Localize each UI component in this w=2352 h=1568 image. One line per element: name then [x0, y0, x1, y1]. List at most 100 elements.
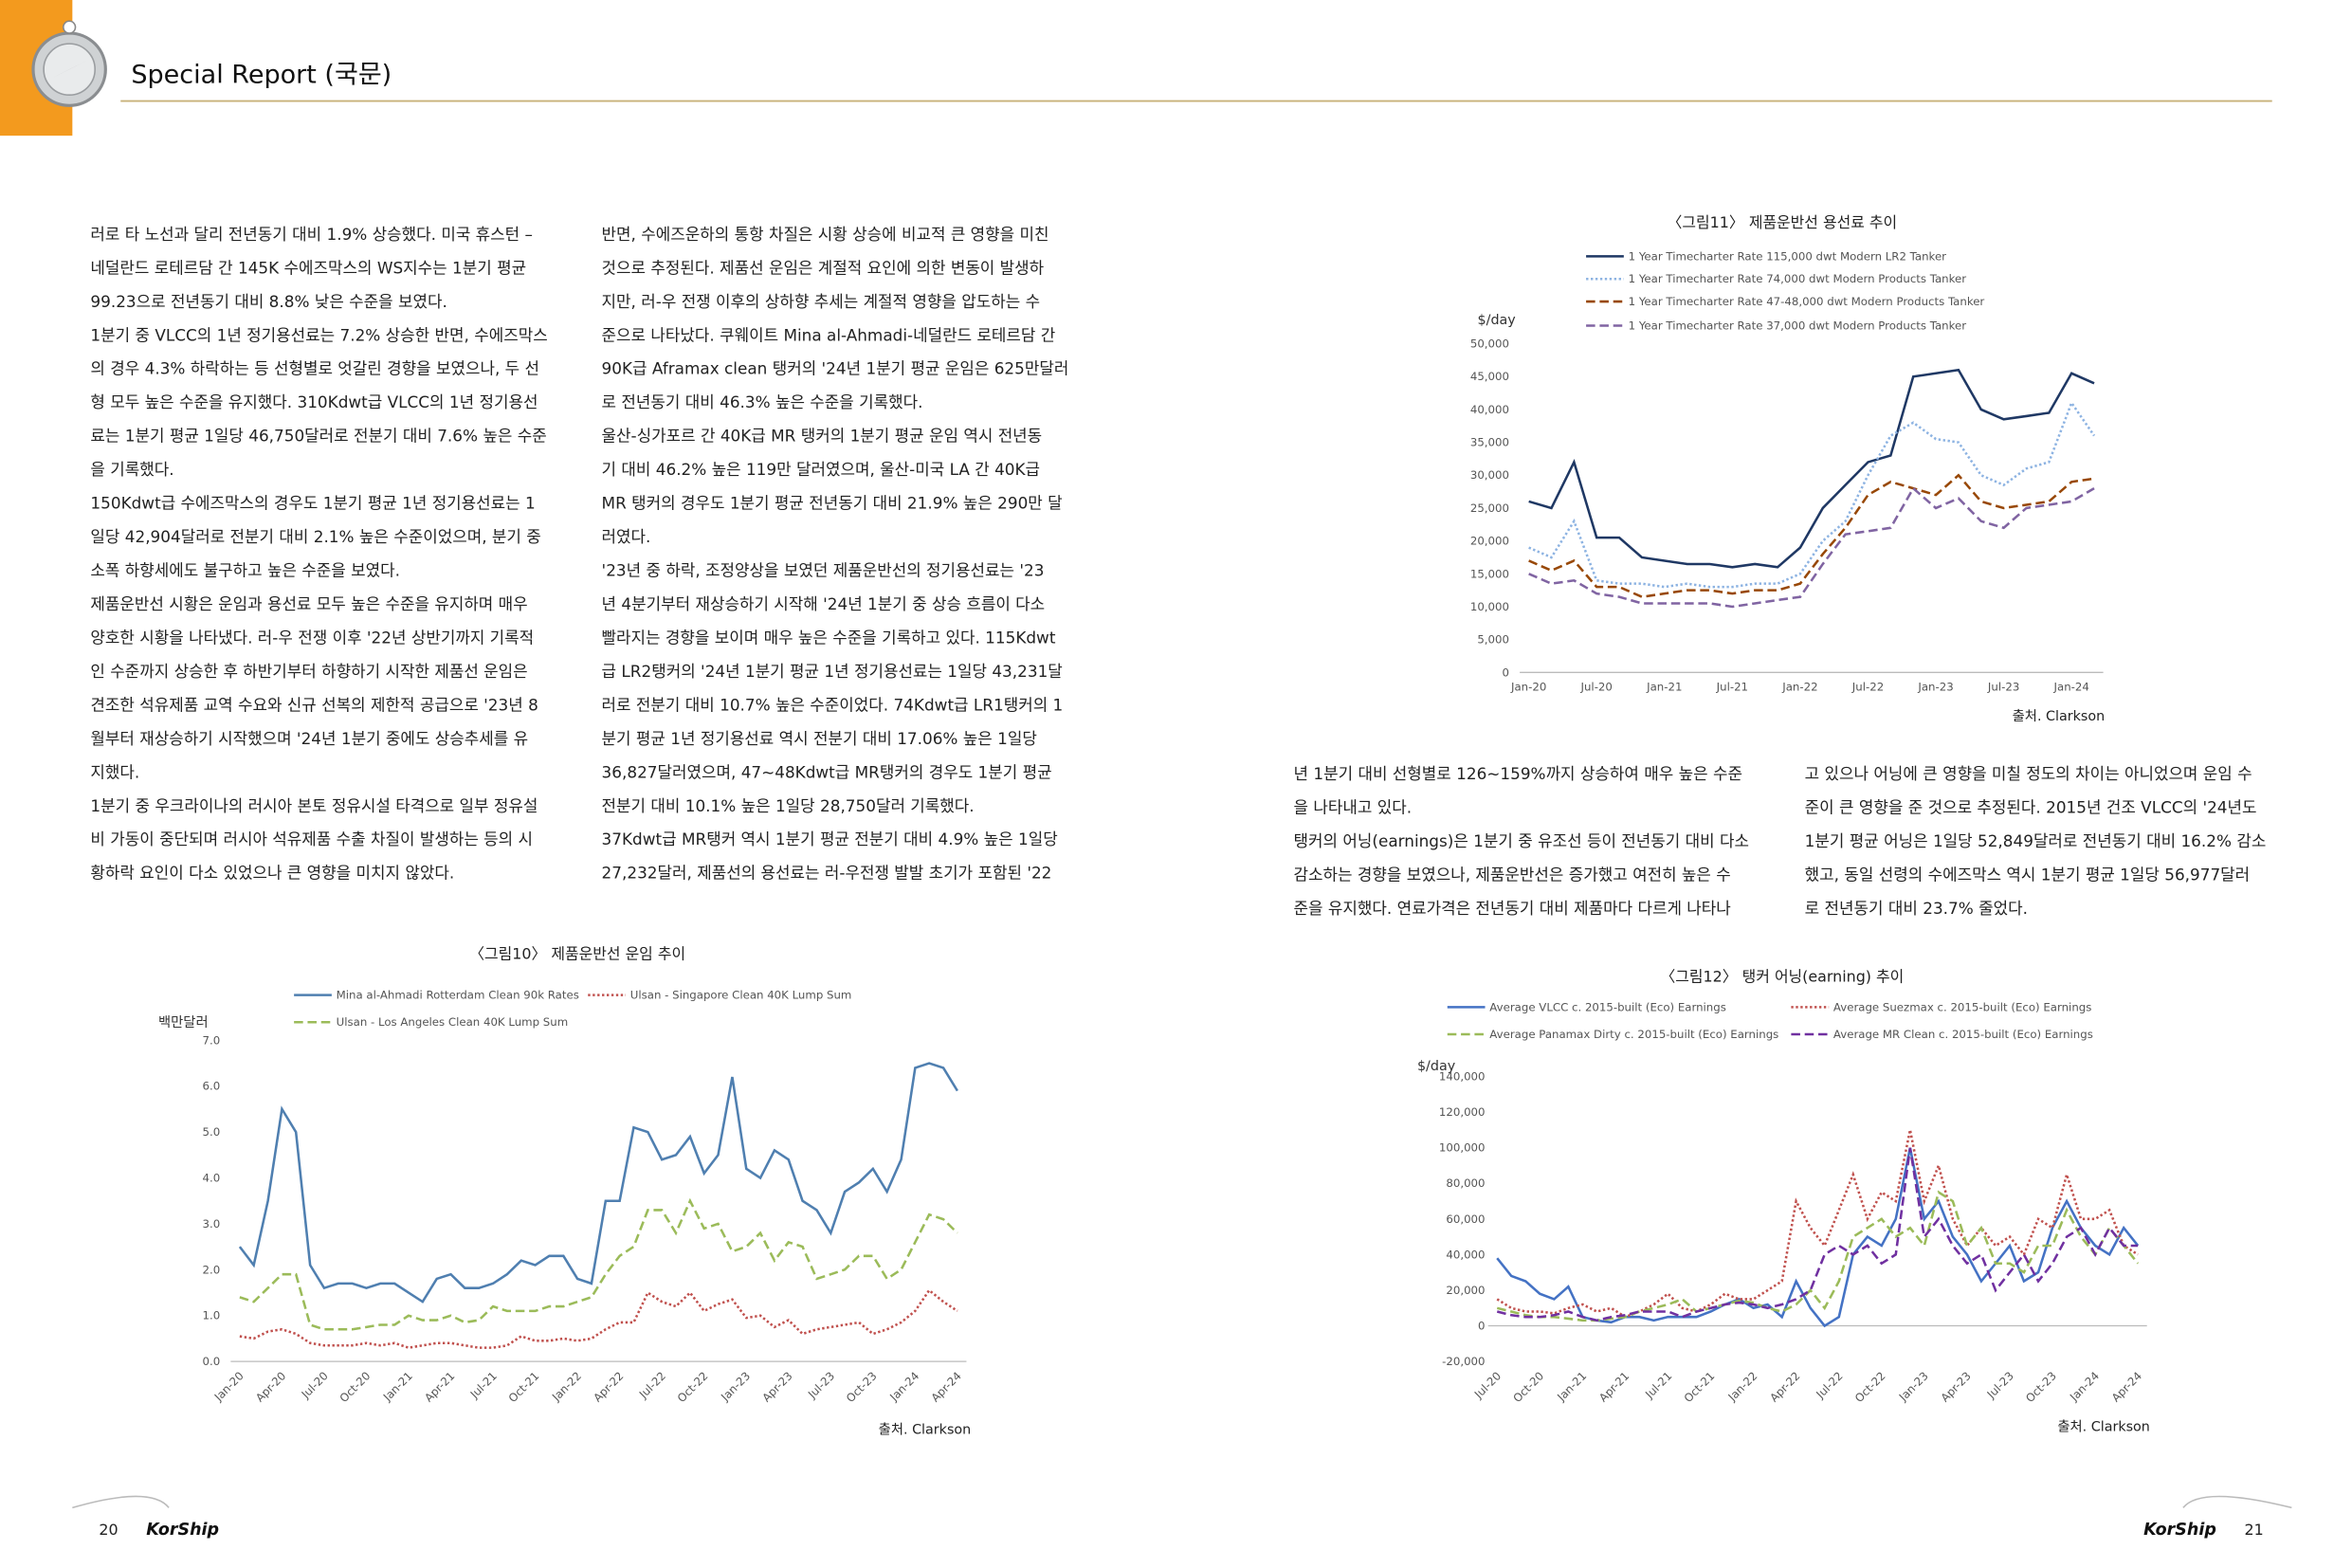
x-tick-label: Jan-22: [1781, 680, 1817, 693]
body-line: 1분기 중 VLCC의 1년 정기용선료는 7.2% 상승한 반면, 수에즈막스: [90, 325, 547, 344]
y-tick-label: 2.0: [203, 1263, 221, 1276]
x-tick-label: Jul-23: [1987, 680, 2019, 693]
legend-label: Average Suezmax c. 2015-built (Eco) Earn…: [1833, 1000, 2091, 1013]
body-line: 양호한 시황을 나타냈다. 러-우 전쟁 이후 '22년 상반기까지 기록적: [90, 628, 534, 647]
body-line: 고 있으나 어닝에 큰 영향을 미칠 정도의 차이는 아니었으며 운임 수: [1805, 764, 2252, 783]
x-tick-label: Jan-24: [2067, 1369, 2102, 1404]
page-number: 21: [2245, 1521, 2264, 1539]
y-tick-label: 10,000: [1470, 600, 1509, 613]
body-line: 러로 타 노선과 달리 전년동기 대비 1.9% 상승했다. 미국 휴스턴 –: [90, 225, 533, 244]
body-line: 제품운반선 시황은 운임과 용선료 모두 높은 수준을 유지하며 매우: [90, 594, 527, 613]
body-line: 일당 42,904달러로 전분기 대비 2.1% 높은 수준이었으며, 분기 중: [90, 527, 540, 546]
legend-label: Average Panamax Dirty c. 2015-built (Eco…: [1489, 1028, 1778, 1041]
y-tick-label: 1.0: [203, 1309, 221, 1322]
body-line: '23년 중 하락, 조정양상을 보였던 제품운반선의 정기용선료는 '23: [602, 561, 1045, 580]
legend-label: 1 Year Timecharter Rate 115,000 dwt Mode…: [1629, 249, 1947, 263]
x-tick-label: Jul-21: [1716, 680, 1748, 693]
body-line: 것으로 추정된다. 제품선 운임은 계절적 요인에 의한 변동이 발생하: [602, 258, 1045, 277]
series-line: [1528, 400, 2096, 589]
body-line: 1분기 중 우크라이나의 러시아 본토 정유시설 타격으로 일부 정유설: [90, 796, 538, 815]
x-tick-label: Oct-20: [1510, 1369, 1546, 1405]
body-line: 로 전년동기 대비 46.3% 높은 수준을 기록했다.: [602, 392, 923, 411]
page-number: 20: [99, 1521, 118, 1539]
body-line: 러였다.: [602, 527, 651, 546]
x-tick-label: Jul-20: [1471, 1369, 1504, 1401]
footer-logo: KorShip: [2143, 1521, 2216, 1540]
x-tick-label: Apr-23: [759, 1369, 794, 1404]
y-tick-label: 4.0: [203, 1172, 221, 1185]
body-line: 월부터 재상승하기 시작했으며 '24년 1분기 중에도 상승추세를 유: [90, 729, 528, 748]
y-tick-label: 35,000: [1470, 436, 1509, 449]
y-tick-label: 0: [1478, 1320, 1485, 1333]
y-tick-label: 20,000: [1470, 535, 1509, 548]
body-line: 반면, 수에즈운하의 통항 차질은 시황 상승에 비교적 큰 영향을 미친: [602, 225, 1049, 244]
x-tick-label: Apr-23: [1938, 1369, 1973, 1404]
body-line: 지만, 러-우 전쟁 이후의 상하향 추세는 계절적 영향을 압도하는 수: [602, 292, 1041, 311]
x-tick-label: Jan-21: [380, 1369, 415, 1404]
header-title: Special Report (국문): [131, 60, 392, 89]
x-tick-label: Apr-22: [591, 1369, 626, 1404]
body-line: 150Kdwt급 수에즈막스의 경우도 1분기 평균 1년 정기용선료는 1: [90, 494, 535, 513]
body-line: 황하락 요인이 다소 있었으나 큰 영향을 미치지 않았다.: [90, 864, 454, 883]
legend-label: Ulsan - Los Angeles Clean 40K Lump Sum: [337, 1015, 569, 1029]
series-line: [1528, 486, 2095, 609]
body-line: MR 탱커의 경우도 1분기 평균 전년동기 대비 21.9% 높은 290만 …: [602, 494, 1063, 513]
body-line: 준을 유지했다. 연료가격은 전년동기 대비 제품마다 다르게 나타나: [1294, 899, 1731, 918]
compass-needle: [51, 60, 88, 79]
series-line: [1528, 473, 2095, 598]
x-tick-label: Jan-21: [1646, 680, 1682, 693]
series-line: [1496, 1190, 2140, 1322]
y-tick-label: 5.0: [203, 1125, 221, 1139]
legend-label: 1 Year Timecharter Rate 47-48,000 dwt Mo…: [1629, 295, 1985, 308]
compass-ring: [63, 20, 77, 34]
x-tick-label: Oct-20: [337, 1369, 374, 1405]
x-tick-label: Apr-21: [422, 1369, 457, 1404]
body-line: 1분기 평균 어닝은 1일당 52,849달러로 전년동기 대비 16.2% 감…: [1805, 831, 2267, 850]
body-line: 99.23으로 전년동기 대비 8.8% 낮은 수준을 보였다.: [90, 292, 447, 311]
legend-label: Mina al-Ahmadi Rotterdam Clean 90k Rates: [337, 989, 579, 1002]
body-line: 기 대비 46.2% 높은 119만 달러였으며, 울산-미국 LA 간 40K…: [602, 460, 1041, 479]
y-tick-label: 80,000: [1446, 1176, 1485, 1190]
body-line: 준으로 나타났다. 쿠웨이트 Mina al-Ahmadi-네덜란드 로테르담 …: [602, 325, 1056, 344]
figure-source: 출처. Clarkson: [879, 1421, 972, 1437]
figure-source: 출처. Clarkson: [2057, 1418, 2150, 1434]
body-line: 27,232달러, 제품선의 용선료는 러-우전쟁 발발 초기가 포함된 '22: [602, 864, 1052, 883]
x-tick-label: Jul-22: [1851, 680, 1884, 693]
body-line: 의 경우 4.3% 하락하는 등 선형별로 엇갈린 경향을 보였으나, 두 선: [90, 359, 539, 378]
y-tick-label: 5,000: [1477, 633, 1509, 647]
x-tick-label: Jan-23: [1917, 680, 1953, 693]
body-line: 전분기 대비 10.1% 높은 1일당 28,750달러 기록했다.: [602, 796, 975, 815]
x-tick-label: Jul-22: [1813, 1369, 1845, 1401]
body-line: 분기 평균 1년 정기용선료 역시 전분기 대비 17.06% 높은 1일당: [602, 729, 1037, 748]
y-tick-label: 40,000: [1470, 403, 1509, 416]
series-line: [239, 1197, 958, 1331]
footer-swoosh: [72, 1495, 170, 1509]
y-tick-label: 15,000: [1470, 567, 1509, 580]
x-tick-label: Jan-20: [211, 1369, 246, 1404]
body-line: 감소하는 경향을 보였으나, 제품운반선은 증가했고 여전히 높은 수: [1294, 866, 1731, 884]
x-tick-label: Jan-21: [1554, 1369, 1589, 1404]
x-tick-label: Oct-23: [2023, 1369, 2059, 1405]
figure-title: 〈그림10〉 제품운반선 운임 추이: [469, 944, 685, 962]
body-line: 러로 전분기 대비 10.7% 높은 수준이었다. 74Kdwt급 LR1탱커의…: [602, 695, 1064, 714]
legend-label: 1 Year Timecharter Rate 74,000 dwt Moder…: [1629, 272, 1967, 285]
y-tick-label: 0.0: [203, 1355, 221, 1368]
body-line: 37Kdwt급 MR탱커 역시 1분기 평균 전분기 대비 4.9% 높은 1일…: [602, 830, 1058, 848]
y-tick-label: 3.0: [203, 1217, 221, 1231]
y-tick-label: 45,000: [1470, 370, 1509, 383]
body-line: 급 LR2탱커의 '24년 1분기 평균 1년 정기용선료는 1일당 43,23…: [602, 662, 1063, 681]
body-line: 36,827달러였으며, 47~48Kdwt급 MR탱커의 경우도 1분기 평균: [602, 762, 1052, 781]
legend-label: Ulsan - Singapore Clean 40K Lump Sum: [630, 989, 852, 1002]
series-line: [1496, 1129, 2139, 1319]
figure-title: 〈그림11〉 제품운반선 용선료 추이: [1668, 213, 1898, 231]
body-line: 형 모두 높은 수준을 유지했다. 310Kdwt급 VLCC의 1년 정기용선: [90, 392, 538, 411]
y-axis-label: 백만달러: [158, 1014, 209, 1030]
y-tick-label: 0: [1502, 665, 1508, 679]
x-tick-label: Jul-20: [1580, 680, 1613, 693]
y-tick-label: 60,000: [1446, 1212, 1485, 1226]
y-tick-label: 20,000: [1446, 1284, 1485, 1297]
x-tick-label: Jan-24: [2053, 680, 2089, 693]
series-line: [1528, 368, 2095, 569]
x-tick-label: Apr-22: [1767, 1369, 1802, 1404]
